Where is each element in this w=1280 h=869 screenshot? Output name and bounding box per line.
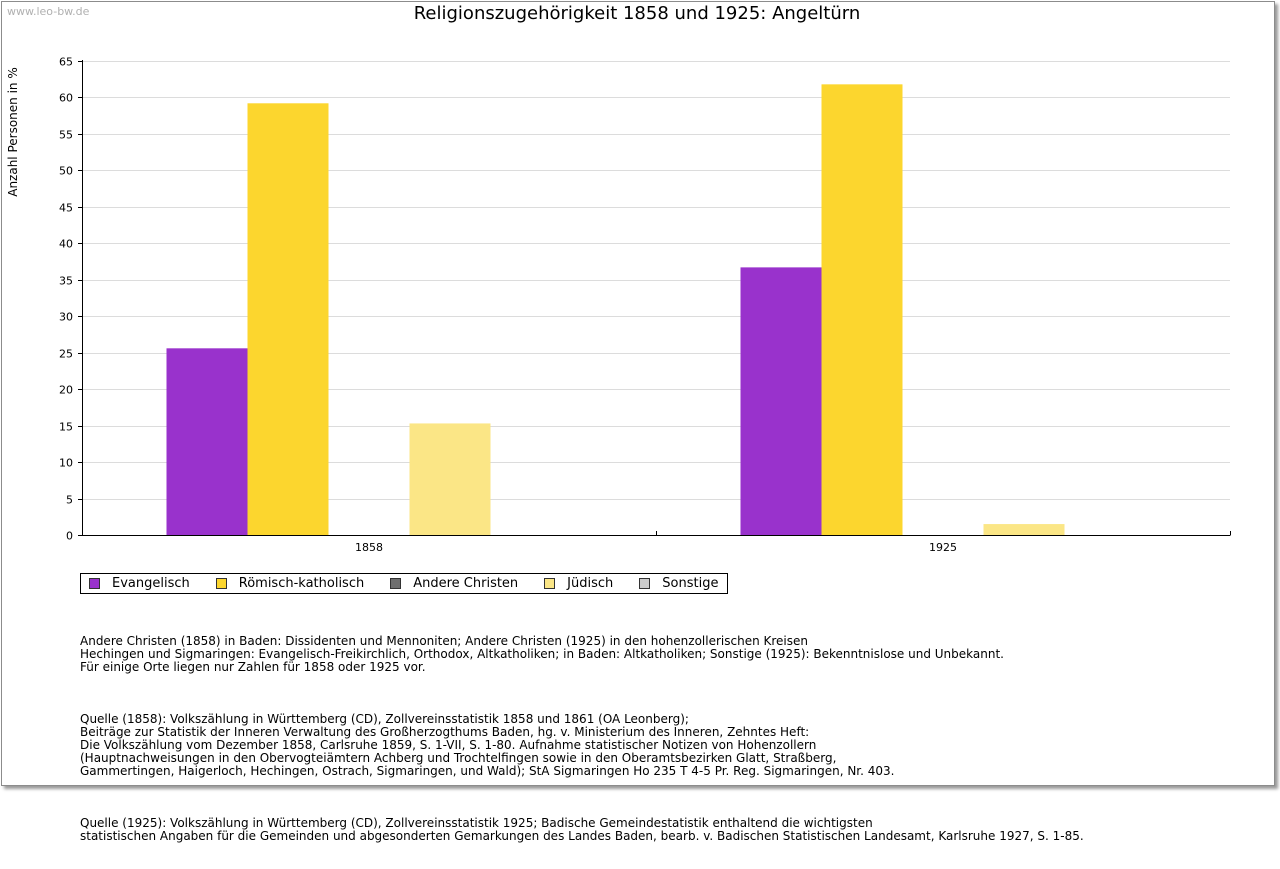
legend-label: Evangelisch — [112, 576, 190, 591]
legend-label: Römisch-katholisch — [238, 576, 365, 591]
x-tick-label: 1858 — [355, 541, 383, 554]
y-tick-label: 60 — [59, 92, 73, 105]
legend-swatch — [544, 578, 556, 589]
legend: Evangelisch Römisch-katholisch Andere Chri… — [80, 573, 729, 594]
legend-label: Andere Christen — [413, 576, 519, 591]
axes — [78, 60, 1231, 536]
bar-r-misch-katholisch-1858 — [247, 103, 329, 536]
bars — [166, 84, 1065, 536]
legend-swatch — [89, 578, 100, 589]
watermark: www.leo-bw.de — [7, 5, 90, 18]
legend-label: Jüdisch — [567, 576, 614, 591]
y-tick-label: 25 — [59, 348, 73, 361]
y-tick-label: 45 — [59, 202, 73, 215]
y-tick-label: 55 — [59, 129, 73, 142]
y-tick-label: 30 — [59, 311, 73, 324]
y-tick-label: 40 — [59, 238, 73, 251]
legend-item: Römisch-katholisch — [215, 576, 365, 591]
note-paragraph: Quelle (1858): Volkszählung in Württembe… — [80, 712, 895, 778]
bar-j-disch-1858 — [409, 423, 491, 535]
legend-swatch — [215, 578, 227, 589]
legend-item: Jüdisch — [544, 576, 613, 591]
y-tick-label: 5 — [66, 494, 73, 507]
notes: Andere Christen (1858) in Baden: Disside… — [80, 609, 1084, 869]
legend-swatch — [390, 578, 402, 589]
legend-item: Sonstige — [639, 576, 718, 591]
legend-item: Andere Christen — [390, 576, 518, 591]
legend-item: Evangelisch — [89, 576, 190, 591]
tick-labels: 0 5 10 15 20 25 30 35 40 45 50 55 60 65 1858 1925 — [59, 56, 957, 555]
bar-evangelisch-1925 — [740, 267, 822, 535]
y-tick-label: 20 — [59, 384, 73, 397]
x-tick-label: 1925 — [929, 541, 957, 554]
note-paragraph: Quelle (1925): Volkszählung in Württembe… — [80, 816, 1084, 843]
y-tick-label: 35 — [59, 275, 73, 288]
legend-swatch — [639, 578, 651, 589]
y-tick-label: 10 — [59, 457, 73, 470]
legend-label: Sonstige — [662, 576, 719, 591]
bar-r-misch-katholisch-1925 — [821, 84, 903, 535]
plot-area: 0 5 10 15 20 25 30 35 40 45 50 55 60 65 1858 1925 — [59, 56, 1231, 555]
y-tick-label: 15 — [59, 421, 73, 434]
note-paragraph: Andere Christen (1858) in Baden: Disside… — [80, 634, 1004, 674]
y-tick-label: 0 — [66, 530, 73, 543]
y-tick-label: 50 — [59, 165, 73, 178]
bar-evangelisch-1858 — [166, 348, 248, 535]
bar-j-disch-1925 — [983, 524, 1065, 535]
y-tick-label: 65 — [59, 56, 73, 69]
chart-title: Religionszugehörigkeit 1858 und 1925: An… — [413, 3, 861, 24]
